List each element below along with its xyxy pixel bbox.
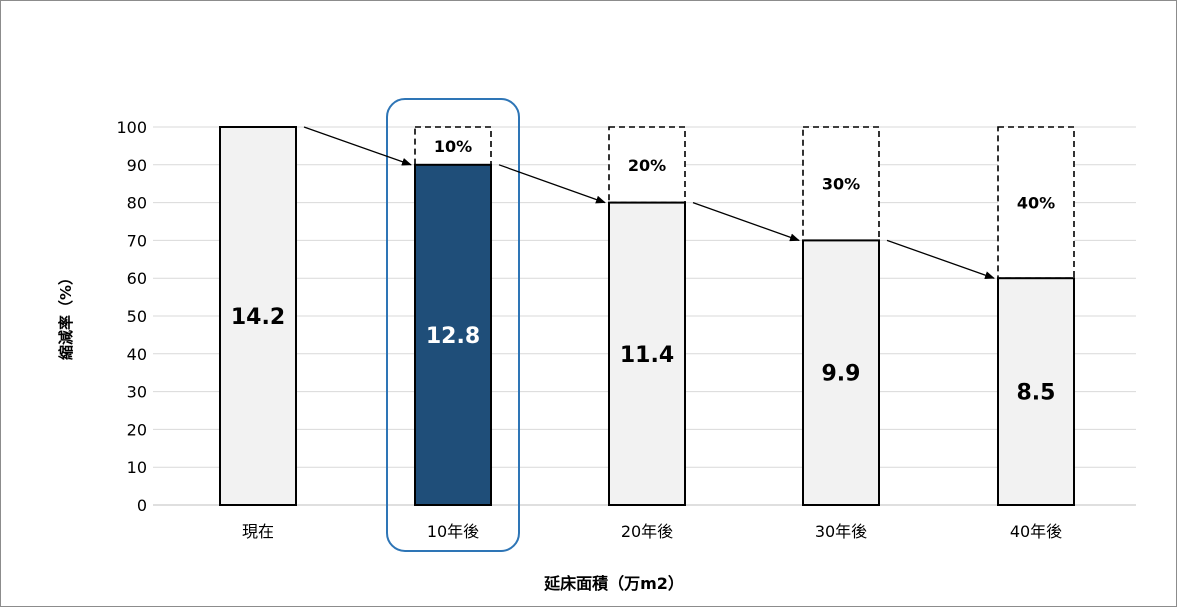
trend-arrow	[498, 164, 606, 204]
reduction-label: 10%	[434, 137, 472, 156]
bars	[219, 126, 1075, 507]
bar-value-label: 8.5	[1017, 381, 1056, 406]
bar-value-label: 9.9	[822, 362, 861, 387]
x-tick-label: 30年後	[815, 522, 867, 541]
y-tick-label: 90	[127, 156, 147, 175]
highlight-box	[386, 98, 520, 552]
bar-value-label: 11.4	[620, 343, 674, 368]
y-tick-label: 70	[127, 231, 147, 250]
reduction-box	[802, 126, 880, 242]
bar-value-label: 12.8	[426, 324, 480, 349]
reduction-label: 20%	[628, 156, 666, 175]
y-tick-label: 60	[127, 269, 147, 288]
trend-arrow	[886, 239, 995, 279]
y-tick-label: 40	[127, 345, 147, 364]
bar-value-labels: 14.2 12.8 11.4 9.9 8.5	[231, 305, 1056, 406]
y-axis-ticks: 0 10 20 30 40 50 60 70 80 90 100	[116, 118, 147, 515]
y-tick-label: 100	[116, 118, 147, 137]
bar	[608, 201, 686, 506]
x-tick-label: 現在	[242, 522, 274, 541]
x-axis-ticks: 現在 10年後 20年後 30年後 40年後	[242, 522, 1062, 541]
bar	[997, 277, 1075, 507]
x-tick-label: 20年後	[621, 522, 673, 541]
reduction-box	[414, 126, 492, 166]
y-tick-label: 80	[127, 194, 147, 213]
reduction-box	[997, 126, 1075, 279]
y-tick-label: 0	[137, 496, 147, 515]
reduction-label: 40%	[1017, 194, 1055, 213]
x-axis-title: 延床面積（万m2）	[543, 574, 684, 593]
trend-arrow	[692, 201, 800, 242]
reduction-boxes: 10% 20% 30% 40%	[414, 126, 1075, 279]
x-tick-label: 10年後	[427, 522, 479, 541]
highlight-layer	[386, 98, 520, 552]
y-axis-title: 縮減率（%）	[57, 270, 75, 360]
reduction-box	[608, 126, 686, 204]
y-tick-label: 30	[127, 383, 147, 402]
trend-arrow	[303, 126, 412, 166]
trend-arrows	[303, 126, 995, 279]
bar	[414, 163, 492, 507]
bar	[802, 239, 880, 506]
bar-value-label: 14.2	[231, 305, 285, 330]
y-tick-label: 20	[127, 420, 147, 439]
x-tick-label: 40年後	[1010, 522, 1062, 541]
y-tick-label: 10	[127, 458, 147, 477]
reduction-label: 30%	[822, 175, 860, 194]
bar	[219, 126, 297, 506]
y-tick-label: 50	[127, 307, 147, 326]
